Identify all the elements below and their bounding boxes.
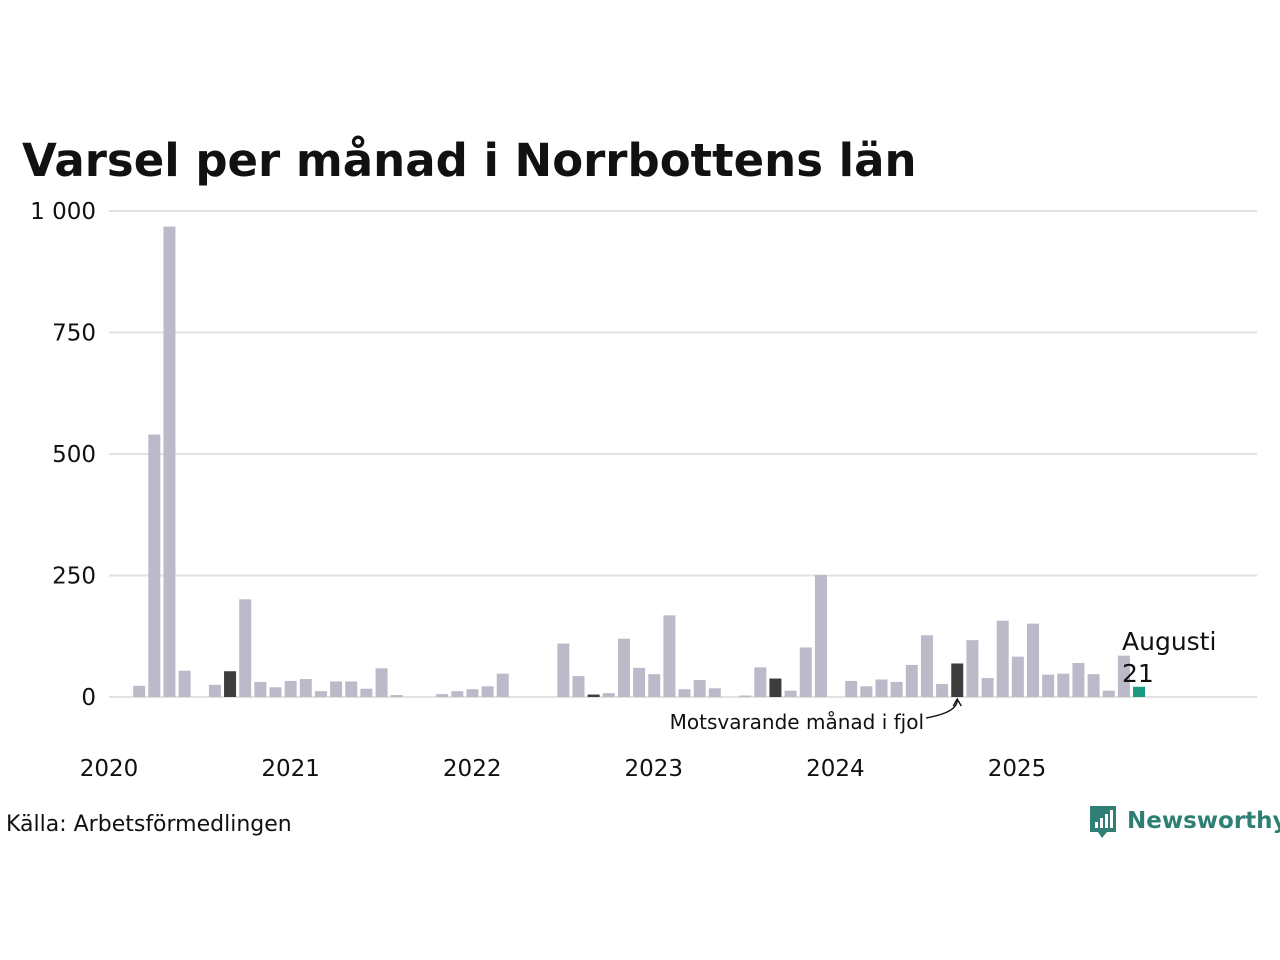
month-bar (375, 668, 388, 697)
month-bar (496, 673, 509, 697)
latest-month-bar (1133, 686, 1146, 697)
month-bar (633, 667, 646, 697)
month-bar (936, 683, 949, 697)
month-bar (208, 684, 221, 697)
month-bar (466, 689, 479, 697)
x-tick-label: 2021 (261, 756, 320, 782)
month-bar (178, 670, 191, 697)
x-tick-label: 2020 (80, 756, 139, 782)
same-month-bar (951, 663, 964, 697)
month-bar (996, 620, 1009, 697)
bar-chart-speech-bubble-icon (1090, 806, 1116, 838)
brand-name: Newsworthy (1127, 808, 1280, 834)
source-label: Källa: Arbetsförmedlingen (6, 812, 292, 837)
month-bar (1027, 623, 1039, 697)
month-bar (1102, 690, 1115, 697)
month-bar (875, 679, 888, 697)
annotation-arrow (925, 697, 962, 719)
same-month-bar (224, 671, 237, 697)
x-tick-label: 2022 (443, 756, 502, 782)
brand-logo: Newsworthy (1090, 806, 1280, 838)
month-bar (905, 664, 918, 697)
month-bar (890, 681, 903, 697)
annotation-label: Motsvarande månad i fjol (670, 710, 924, 734)
month-bar (1057, 673, 1070, 697)
month-bar (845, 680, 858, 697)
month-bar (860, 686, 873, 697)
y-axis: 0 250 500 750 1 000 (30, 199, 96, 711)
month-bar (436, 694, 449, 697)
month-bar (648, 674, 661, 697)
annotation-same-month: Motsvarande månad i fjol (670, 697, 962, 734)
month-bar (981, 678, 994, 697)
latest-value-label: 21 (1122, 659, 1154, 688)
chart-title: Varsel per månad i Norrbottens län (22, 134, 917, 187)
month-bar (330, 681, 343, 697)
month-bar (148, 434, 161, 697)
latest-month-label: Augusti (1122, 627, 1216, 656)
month-bar (814, 575, 827, 697)
month-bar (799, 647, 812, 697)
month-bar (360, 688, 373, 697)
month-bar (1087, 674, 1100, 697)
grid (109, 210, 1257, 698)
y-tick-label: 500 (52, 442, 96, 468)
x-tick-label: 2024 (806, 756, 865, 782)
y-tick-label: 1 000 (30, 199, 96, 225)
x-tick-label: 2025 (988, 756, 1047, 782)
month-bar (163, 226, 176, 697)
month-bar (920, 635, 933, 697)
month-bar (754, 667, 767, 697)
month-bar (133, 685, 146, 697)
same-month-bar (587, 694, 600, 697)
month-bar (299, 679, 312, 697)
x-axis: 2020 2021 2022 2023 2024 2025 (80, 756, 1047, 782)
month-bar (1117, 655, 1130, 697)
month-bar (708, 688, 721, 697)
month-bar (663, 615, 676, 697)
month-bar (739, 695, 752, 697)
month-bar (966, 640, 979, 697)
month-bar (784, 690, 797, 697)
month-bar (451, 691, 464, 697)
y-tick-label: 250 (52, 564, 96, 590)
month-bar (284, 680, 297, 697)
month-bar (1072, 662, 1085, 697)
month-bar (239, 599, 252, 697)
month-bar (345, 681, 358, 697)
month-bar (557, 643, 570, 697)
y-tick-label: 750 (52, 321, 96, 347)
month-bar (1042, 674, 1055, 697)
month-bar (617, 638, 630, 697)
month-bar (254, 681, 267, 697)
month-bar (269, 687, 282, 697)
bars (133, 226, 1146, 697)
month-bar (481, 686, 494, 697)
month-bar (678, 689, 691, 697)
month-bar (572, 676, 585, 697)
month-bar (314, 691, 327, 697)
y-tick-label: 0 (81, 685, 96, 711)
x-tick-label: 2023 (625, 756, 684, 782)
month-bar (390, 695, 403, 697)
month-bar (1011, 656, 1024, 697)
same-month-bar (769, 678, 782, 697)
month-bar (602, 693, 615, 697)
month-bar (693, 679, 706, 697)
